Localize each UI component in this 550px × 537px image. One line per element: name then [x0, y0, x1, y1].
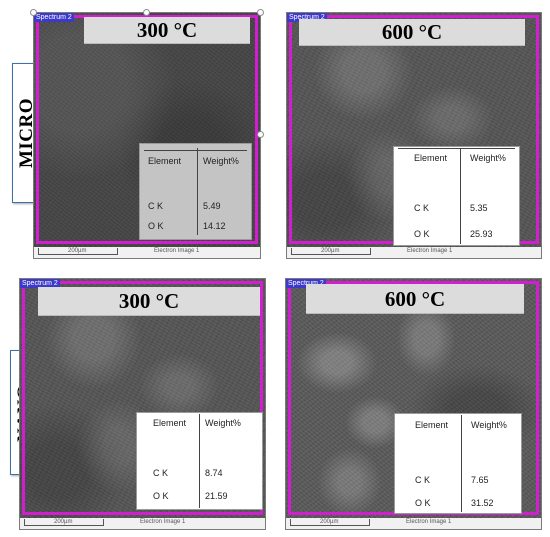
scale-bar [290, 519, 370, 526]
scale-label: 200µm [321, 248, 340, 254]
scale-bar [291, 248, 371, 255]
image-name: Electron Image 1 [154, 248, 200, 254]
table-divider-v [199, 414, 200, 508]
table-row-weight: 8.74 [205, 468, 223, 478]
sem-panel-nano-300[interactable]: Spectrum 2 300 °C Element Weight% C K 8.… [19, 278, 266, 530]
table-row-weight: 7.65 [471, 475, 489, 485]
scale-bar [38, 248, 118, 255]
image-name: Electron Image 1 [406, 519, 452, 525]
temperature-label: 600 °C [306, 284, 524, 314]
table-row-element: C K [153, 468, 169, 478]
scale-label: 200µm [68, 248, 87, 254]
table-row-element: O K [148, 221, 164, 231]
table-divider-h [144, 150, 247, 151]
table-header-weight: Weight% [470, 153, 506, 163]
table-divider-v [461, 415, 462, 512]
image-footer: 200µm Electron Image 1 [286, 518, 541, 529]
sem-panel-nano-600[interactable]: Spectrum 2 600 °C Element Weight% C K 7.… [285, 278, 542, 530]
temperature-label: 600 °C [299, 19, 525, 46]
image-name: Electron Image 1 [140, 519, 186, 525]
table-row-weight: 31.52 [471, 498, 494, 508]
table-divider-v [197, 148, 198, 235]
table-row-element: O K [415, 498, 431, 508]
image-footer: 200µm Electron Image 1 [20, 518, 265, 529]
table-header-element: Element [153, 418, 187, 428]
table-header-element: Element [148, 156, 182, 166]
table-row-weight: 5.49 [203, 201, 221, 211]
table-header-element: Element [414, 153, 448, 163]
scale-bar [24, 519, 104, 526]
spectrum-frame [22, 281, 263, 515]
temperature-label: 300 °C [38, 287, 260, 316]
resize-handle[interactable] [257, 9, 264, 16]
image-footer: 200µm Electron Image 1 [34, 247, 260, 258]
table-row-weight: 14.12 [203, 221, 226, 231]
image-footer: 200µm Electron Image 1 [287, 247, 541, 258]
table-row-element: C K [414, 203, 430, 213]
resize-handle[interactable] [30, 9, 37, 16]
table-divider-v [460, 148, 461, 244]
spectrum-tag: Spectrum 2 [286, 279, 326, 288]
table-row-weight: 5.35 [470, 203, 488, 213]
scale-label: 200µm [54, 519, 73, 525]
table-header-weight: Weight% [203, 156, 239, 166]
table-row-element: C K [415, 475, 431, 485]
composition-table: Element Weight% C K 5.35 O K 25.93 [393, 146, 520, 246]
table-row-weight: 21.59 [205, 491, 228, 501]
resize-handle[interactable] [143, 9, 150, 16]
spectrum-tag: Spectrum 2 [20, 279, 60, 288]
table-row-weight: 25.93 [470, 229, 493, 239]
resize-handle[interactable] [257, 131, 264, 138]
table-row-element: C K [148, 201, 164, 211]
image-name: Electron Image 1 [407, 248, 453, 254]
sem-panel-micro-600[interactable]: Spectrum 2 600 °C Element Weight% C K 5.… [286, 12, 542, 259]
temperature-label: 300 °C [84, 17, 250, 44]
composition-table: Element Weight% C K 5.49 O K 14.12 [139, 143, 252, 240]
spectrum-tag: Spectrum 2 [287, 13, 327, 22]
table-header-weight: Weight% [471, 420, 507, 430]
composition-table: Element Weight% C K 7.65 O K 31.52 [394, 413, 522, 514]
sem-panel-micro-300[interactable]: Spectrum 2 300 °C Element Weight% C K 5.… [33, 12, 261, 259]
composition-table: Element Weight% C K 8.74 O K 21.59 [136, 412, 263, 510]
spectrum-frame [36, 15, 258, 244]
scale-label: 200µm [320, 519, 339, 525]
table-header-element: Element [415, 420, 449, 430]
table-row-element: O K [414, 229, 430, 239]
table-header-weight: Weight% [205, 418, 241, 428]
spectrum-tag: Spectrum 2 [34, 13, 74, 22]
table-divider-h [398, 148, 515, 149]
table-row-element: O K [153, 491, 169, 501]
